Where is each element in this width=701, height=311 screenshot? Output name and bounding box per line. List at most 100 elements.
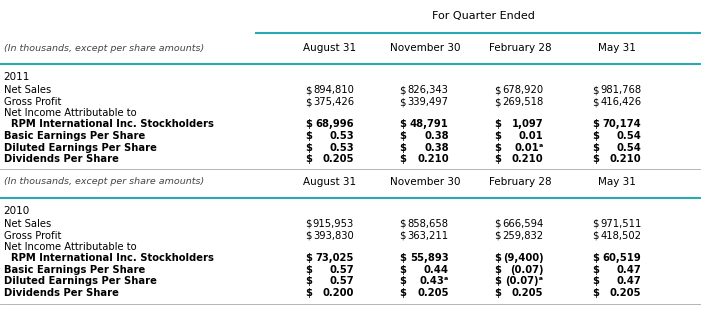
Text: 339,497: 339,497 xyxy=(408,97,449,107)
Text: 0.47: 0.47 xyxy=(617,276,641,286)
Text: 0.54: 0.54 xyxy=(617,131,641,141)
Text: $: $ xyxy=(494,253,501,263)
Text: Dividends Per Share: Dividends Per Share xyxy=(4,288,118,298)
Text: For Quarter Ended: For Quarter Ended xyxy=(433,11,535,21)
Text: 0.01: 0.01 xyxy=(519,131,543,141)
Text: Gross Profit: Gross Profit xyxy=(4,97,61,107)
Text: 894,810: 894,810 xyxy=(313,85,354,95)
Text: $: $ xyxy=(305,85,311,95)
Text: $: $ xyxy=(400,276,407,286)
Text: (In thousands, except per share amounts): (In thousands, except per share amounts) xyxy=(4,44,204,53)
Text: $: $ xyxy=(400,231,406,241)
Text: 0.53: 0.53 xyxy=(329,143,354,153)
Text: 269,518: 269,518 xyxy=(502,97,543,107)
Text: 915,953: 915,953 xyxy=(313,219,354,229)
Text: $: $ xyxy=(592,253,599,263)
Text: November 30: November 30 xyxy=(390,177,461,187)
Text: $: $ xyxy=(494,265,501,275)
Text: $: $ xyxy=(400,219,406,229)
Text: $: $ xyxy=(400,253,407,263)
Text: $: $ xyxy=(305,288,312,298)
Text: $: $ xyxy=(494,85,501,95)
Text: $: $ xyxy=(592,265,599,275)
Text: $: $ xyxy=(592,85,599,95)
Text: 981,768: 981,768 xyxy=(600,85,641,95)
Text: 60,519: 60,519 xyxy=(603,253,641,263)
Text: 0.205: 0.205 xyxy=(417,288,449,298)
Text: August 31: August 31 xyxy=(303,177,356,187)
Text: 0.210: 0.210 xyxy=(610,154,641,164)
Text: $: $ xyxy=(494,119,501,129)
Text: Diluted Earnings Per Share: Diluted Earnings Per Share xyxy=(4,143,156,153)
Text: 0.38: 0.38 xyxy=(424,143,449,153)
Text: $: $ xyxy=(305,154,312,164)
Text: 68,996: 68,996 xyxy=(315,119,354,129)
Text: $: $ xyxy=(494,154,501,164)
Text: 375,426: 375,426 xyxy=(313,97,354,107)
Text: RPM International Inc. Stockholders: RPM International Inc. Stockholders xyxy=(4,253,213,263)
Text: $: $ xyxy=(400,154,407,164)
Text: $: $ xyxy=(592,288,599,298)
Text: 0.57: 0.57 xyxy=(329,276,354,286)
Text: $: $ xyxy=(400,143,407,153)
Text: $: $ xyxy=(400,85,406,95)
Text: November 30: November 30 xyxy=(390,43,461,53)
Text: Basic Earnings Per Share: Basic Earnings Per Share xyxy=(4,265,144,275)
Text: 363,211: 363,211 xyxy=(407,231,449,241)
Text: 678,920: 678,920 xyxy=(502,85,543,95)
Text: RPM International Inc. Stockholders: RPM International Inc. Stockholders xyxy=(4,119,213,129)
Text: Basic Earnings Per Share: Basic Earnings Per Share xyxy=(4,131,144,141)
Text: 666,594: 666,594 xyxy=(502,219,543,229)
Text: May 31: May 31 xyxy=(598,177,636,187)
Text: $: $ xyxy=(592,143,599,153)
Text: 48,791: 48,791 xyxy=(410,119,449,129)
Text: 70,174: 70,174 xyxy=(603,119,641,129)
Text: Net Income Attributable to: Net Income Attributable to xyxy=(4,242,136,252)
Text: $: $ xyxy=(592,154,599,164)
Text: 1,097: 1,097 xyxy=(512,119,543,129)
Text: Net Sales: Net Sales xyxy=(4,85,50,95)
Text: 73,025: 73,025 xyxy=(315,253,354,263)
Text: 0.01ᵃ: 0.01ᵃ xyxy=(514,143,543,153)
Text: $: $ xyxy=(305,276,312,286)
Text: $: $ xyxy=(305,265,312,275)
Text: $: $ xyxy=(494,131,501,141)
Text: 971,511: 971,511 xyxy=(600,219,641,229)
Text: $: $ xyxy=(305,131,312,141)
Text: $: $ xyxy=(592,131,599,141)
Text: (9,400): (9,400) xyxy=(503,253,543,263)
Text: 55,893: 55,893 xyxy=(410,253,449,263)
Text: 418,502: 418,502 xyxy=(601,231,641,241)
Text: Gross Profit: Gross Profit xyxy=(4,231,61,241)
Text: 259,832: 259,832 xyxy=(502,231,543,241)
Text: Net Income Attributable to: Net Income Attributable to xyxy=(4,108,136,118)
Text: August 31: August 31 xyxy=(303,43,356,53)
Text: $: $ xyxy=(400,131,407,141)
Text: 2010: 2010 xyxy=(4,206,29,216)
Text: 858,658: 858,658 xyxy=(408,219,449,229)
Text: Net Sales: Net Sales xyxy=(4,219,50,229)
Text: $: $ xyxy=(400,119,407,129)
Text: $: $ xyxy=(494,97,501,107)
Text: $: $ xyxy=(400,97,406,107)
Text: 0.47: 0.47 xyxy=(617,265,641,275)
Text: 0.54: 0.54 xyxy=(617,143,641,153)
Text: 0.205: 0.205 xyxy=(610,288,641,298)
Text: $: $ xyxy=(305,143,312,153)
Text: (0.07): (0.07) xyxy=(510,265,543,275)
Text: 0.205: 0.205 xyxy=(322,154,354,164)
Text: May 31: May 31 xyxy=(598,43,636,53)
Text: $: $ xyxy=(494,231,501,241)
Text: $: $ xyxy=(494,276,501,286)
Text: $: $ xyxy=(592,276,599,286)
Text: (In thousands, except per share amounts): (In thousands, except per share amounts) xyxy=(4,178,204,186)
Text: $: $ xyxy=(305,119,312,129)
Text: 2011: 2011 xyxy=(4,72,30,82)
Text: 0.210: 0.210 xyxy=(512,154,543,164)
Text: Diluted Earnings Per Share: Diluted Earnings Per Share xyxy=(4,276,156,286)
Text: $: $ xyxy=(494,143,501,153)
Text: $: $ xyxy=(494,288,501,298)
Text: 416,426: 416,426 xyxy=(600,97,641,107)
Text: 0.57: 0.57 xyxy=(329,265,354,275)
Text: $: $ xyxy=(305,231,311,241)
